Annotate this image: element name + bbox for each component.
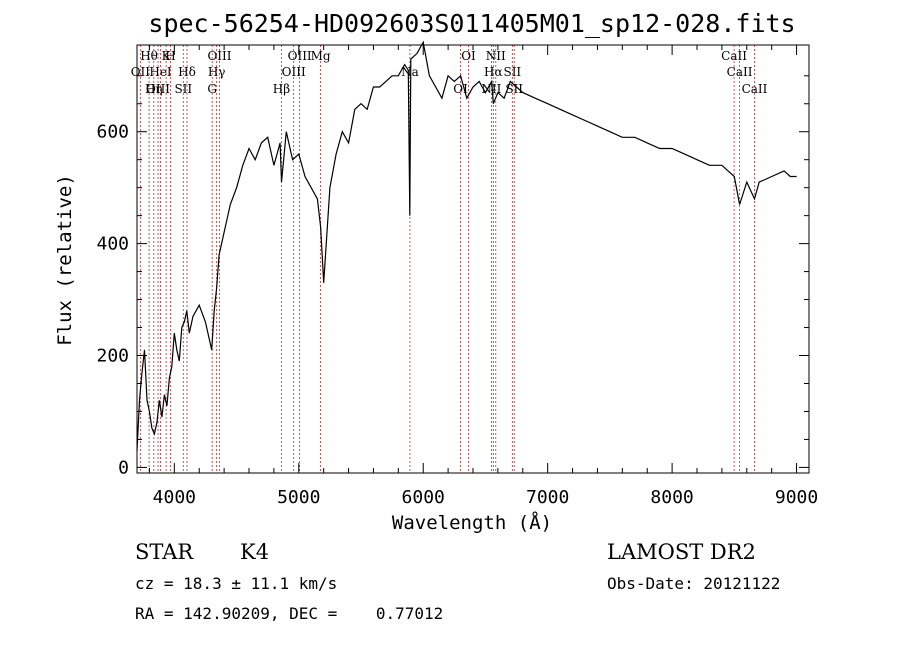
line-label-K: K	[162, 49, 172, 63]
line-label-OIII: OIII	[282, 65, 306, 79]
line-label-SII: SII	[503, 65, 521, 79]
obs-date: Obs-Date: 20121122	[607, 574, 781, 593]
chart-title: spec-56254-HD092603S011405M01_sp12-028.f…	[148, 9, 795, 38]
line-label-HeI: HeI	[149, 65, 172, 79]
object-subclass: K4	[240, 540, 270, 564]
y-axis: 0 200 400 600	[96, 75, 809, 478]
y-tick-label: 400	[96, 234, 129, 255]
line-label-CaII: CaII	[742, 82, 768, 96]
spectral-line-labels: Hθ OII OIII K HeI Hη HHδ SII OIII Hγ G OIII OIII Hβ Mg…	[131, 49, 768, 96]
x-tick-label: 6000	[402, 487, 445, 508]
y-tick-label: 200	[96, 346, 129, 367]
line-label-CaII: CaII	[721, 49, 747, 63]
line-label-OIII: OIII	[288, 49, 312, 63]
line-label-OII: OII	[131, 65, 151, 79]
spectrum-line	[136, 40, 797, 451]
line-label-Hδ: Hδ	[178, 65, 196, 79]
line-label-Mg: Mg	[311, 49, 331, 63]
survey-name: LAMOST DR2	[607, 540, 756, 564]
line-label-H: H	[165, 49, 175, 63]
line-label-Hβ: Hβ	[273, 82, 290, 96]
line-label-Hθ: Hθ	[140, 49, 158, 63]
x-tick-label: 9000	[775, 487, 818, 508]
line-label-OI: OI	[453, 82, 468, 96]
line-label-Na: Na	[401, 65, 419, 79]
coordinates-text: RA = 142.90209, DEC = 0.77012	[135, 604, 444, 623]
line-label-NII: NII	[481, 82, 501, 96]
line-label-Hγ: Hγ	[208, 65, 226, 79]
y-tick-label: 600	[96, 122, 129, 143]
line-label-SII: SII	[505, 82, 523, 96]
line-label-G: G	[207, 82, 217, 96]
line-label-OIII: OIII	[146, 82, 170, 96]
line-label-OIII: OIII	[207, 49, 231, 63]
object-type: STAR	[135, 540, 194, 564]
line-label-NII: NII	[486, 49, 506, 63]
line-label-OI: OI	[461, 49, 476, 63]
line-label-SII: SII	[174, 82, 192, 96]
x-tick-label: 4000	[153, 487, 196, 508]
plot-frame	[136, 44, 810, 474]
line-label-Hη: Hη	[145, 82, 163, 96]
x-tick-label: 8000	[650, 487, 693, 508]
redshift-text: cz = 18.3 ± 11.1 km/s	[135, 574, 338, 593]
line-label-Hα: Hα	[484, 65, 503, 79]
y-axis-label: Flux (relative)	[54, 174, 76, 346]
x-axis-label: Wavelength (Å)	[392, 511, 552, 534]
x-axis: 4000 5000 6000 7000 8000 9000	[148, 45, 818, 508]
x-tick-label: 7000	[526, 487, 569, 508]
y-tick-label: 0	[118, 457, 129, 478]
line-label-CaII: CaII	[727, 65, 753, 79]
x-tick-label: 5000	[277, 487, 320, 508]
spectral-line-markers	[139, 45, 755, 473]
